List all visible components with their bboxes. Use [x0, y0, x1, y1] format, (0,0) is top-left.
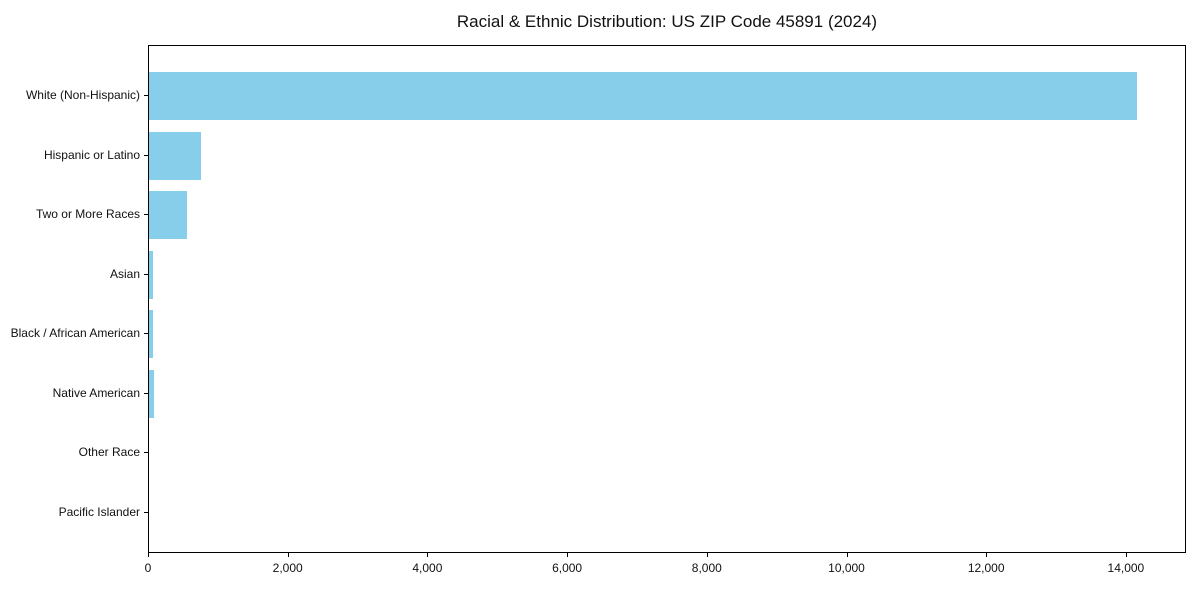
y-axis-label-white-non-hispanic: White (Non-Hispanic) — [25, 88, 140, 102]
y-axis-label-hispanic-or-latino: Hispanic or Latino — [43, 147, 140, 162]
y-axis-tick — [144, 511, 148, 513]
x-axis-tick — [427, 553, 429, 557]
bar-two-or-more-races — [149, 191, 187, 239]
y-axis-tick — [144, 452, 148, 453]
x-axis-tick-label: 8,000 — [691, 561, 722, 575]
x-axis-tick — [1125, 553, 1127, 557]
x-axis-tick-label: 10,000 — [828, 561, 865, 575]
y-axis-label-black-african-american: Black / African American — [10, 326, 140, 340]
y-axis-tick — [144, 95, 148, 96]
x-axis-tick — [846, 553, 848, 557]
y-axis-tick — [144, 214, 148, 215]
bar-white-non-hispanic — [149, 72, 1138, 120]
x-axis-tick-label: 12,000 — [967, 561, 1005, 575]
x-axis-tick — [148, 553, 149, 557]
y-axis-tick — [144, 333, 148, 334]
chart-title: Racial & Ethnic Distribution: US ZIP Cod… — [456, 12, 878, 31]
bar-native-american — [149, 369, 154, 418]
y-axis-label-other-race: Other Race — [78, 445, 140, 459]
x-axis-tick-label: 0 — [144, 561, 152, 575]
plot-area — [148, 45, 1186, 553]
x-axis-tick-label: 14,000 — [1107, 561, 1145, 575]
x-axis-tick — [287, 553, 289, 557]
bar-hispanic-or-latino — [149, 131, 201, 180]
x-axis-tick — [706, 553, 708, 557]
bar-asian — [149, 250, 153, 299]
x-axis-tick — [567, 553, 569, 557]
y-axis-label-pacific-islander: Pacific Islander — [58, 504, 140, 519]
y-axis-tick — [144, 273, 148, 275]
y-axis-tick — [144, 392, 148, 394]
y-axis-label-asian: Asian — [109, 266, 140, 281]
y-axis-label-two-or-more-races: Two or More Races — [35, 207, 140, 221]
y-axis-label-native-american: Native American — [52, 385, 140, 400]
x-axis-tick-label: 6,000 — [552, 561, 583, 575]
x-axis-tick-label: 4,000 — [412, 561, 443, 575]
x-axis-tick-label: 2,000 — [272, 561, 303, 575]
y-axis-tick — [144, 154, 148, 156]
bar-black-african-american — [149, 310, 153, 358]
x-axis-tick — [986, 553, 988, 557]
